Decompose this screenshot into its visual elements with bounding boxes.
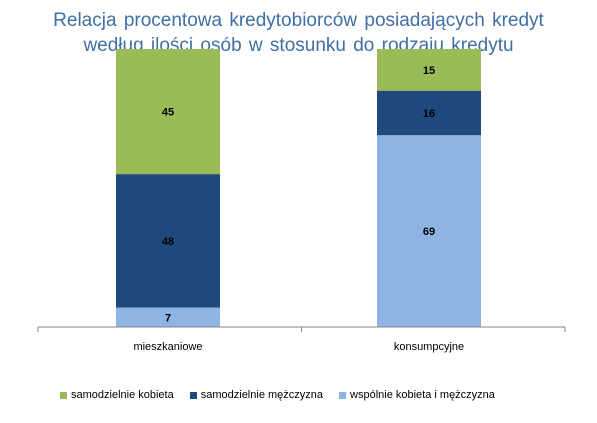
- data-label-mieszkaniowe-series-1: 48: [162, 236, 174, 248]
- bar-konsumpcyjne-series-0: [377, 135, 481, 327]
- bar-mieszkaniowe-series-1: [116, 174, 220, 308]
- data-label-konsumpcyjne-series-2: 15: [423, 65, 435, 77]
- legend: samodzielnie kobieta samodzielnie mężczy…: [60, 389, 560, 401]
- chart-title-line-1: Relacja procentowa kredytobiorców posiad…: [53, 10, 544, 31]
- data-label-konsumpcyjne-series-1: 16: [423, 108, 435, 120]
- legend-label-samodzielnie-mezczyzna: samodzielnie mężczyzna: [200, 389, 324, 401]
- bar-konsumpcyjne-series-2: [377, 49, 481, 91]
- legend-label-wspolnie: wspólnie kobieta i mężczyzna: [350, 389, 495, 401]
- legend-swatch-samodzielnie-kobieta: [60, 391, 67, 399]
- data-label-mieszkaniowe-series-2: 45: [162, 107, 174, 119]
- data-label-konsumpcyjne-series-0: 69: [423, 226, 435, 238]
- legend-item-samodzielnie-kobieta: samodzielnie kobieta: [60, 389, 174, 401]
- legend-item-samodzielnie-mezczyzna: samodzielnie mężczyzna: [189, 389, 324, 401]
- legend-item-wspolnie: wspólnie kobieta i mężczyzna: [339, 389, 495, 401]
- legend-label-samodzielnie-kobieta: samodzielnie kobieta: [71, 389, 174, 401]
- bar-mieszkaniowe-series-2: [116, 49, 220, 175]
- bar-mieszkaniowe-series-0: [116, 307, 220, 327]
- bar-konsumpcyjne-series-1: [377, 90, 481, 136]
- legend-swatch-samodzielnie-mezczyzna: [189, 391, 197, 399]
- legend-swatch-wspolnie: [339, 391, 347, 399]
- data-label-mieszkaniowe-series-0: 7: [165, 312, 171, 324]
- category-label-mieszkaniowe: mieszkaniowe: [133, 341, 202, 353]
- category-label-konsumpcyjne: konsumpcyjne: [394, 341, 464, 353]
